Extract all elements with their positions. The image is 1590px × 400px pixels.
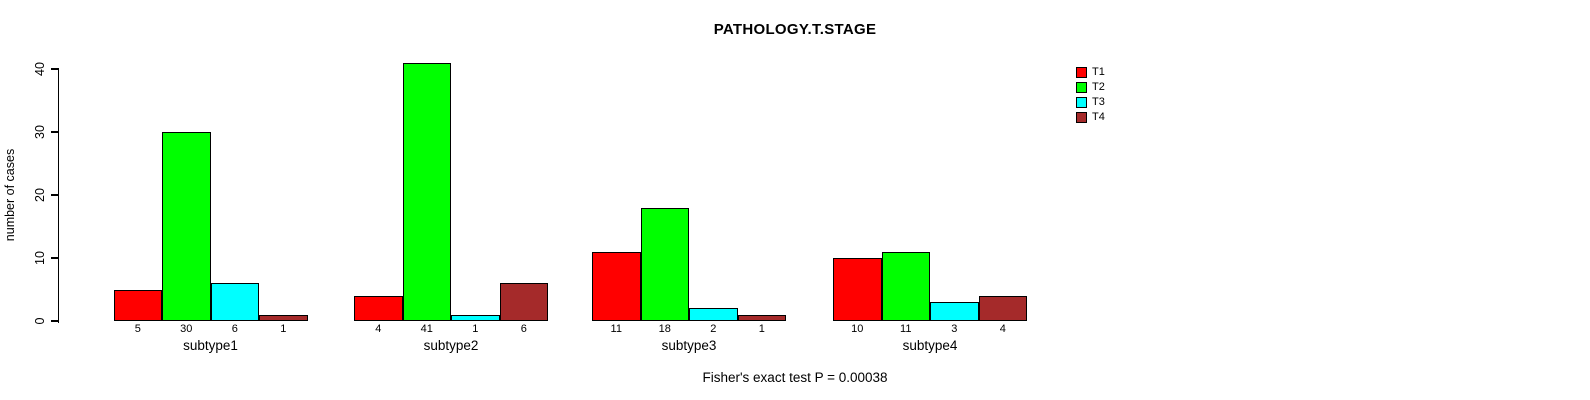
legend-label: T4: [1092, 111, 1105, 123]
bar-subtype2-T3: [451, 314, 500, 321]
footer-pvalue: Fisher's exact test P = 0.00038: [702, 370, 888, 385]
bar-subtype4-T2: [881, 251, 930, 321]
bar-value-label: 18: [658, 323, 671, 335]
x-category-label-subtype3: subtype3: [661, 338, 717, 353]
bar-value-label: 1: [472, 323, 479, 335]
legend-label: T3: [1092, 96, 1105, 108]
legend-label: T1: [1092, 66, 1105, 78]
bar-subtype3-T1: [592, 251, 641, 321]
y-axis-tick-label: 20: [33, 188, 47, 202]
chart-title: PATHOLOGY.T.STAGE: [713, 21, 877, 38]
bar-subtype3-T4: [737, 314, 786, 321]
bar-value-label: 4: [375, 323, 382, 335]
y-axis-tick-label: 10: [33, 251, 47, 265]
bar-value-label: 6: [520, 323, 527, 335]
bar-subtype4-T3: [930, 302, 979, 321]
bar-subtype4-T4: [978, 295, 1027, 321]
legend-label: T2: [1092, 81, 1105, 93]
bar-value-label: 1: [758, 323, 765, 335]
legend-swatch-T3: [1076, 97, 1087, 108]
bar-value-label: 30: [180, 323, 193, 335]
bar-value-label: 1: [280, 323, 287, 335]
legend-swatch-T4: [1076, 112, 1087, 123]
bar-value-label: 3: [951, 323, 958, 335]
y-axis-line: [57, 69, 59, 323]
y-axis-tick: [51, 257, 59, 259]
y-axis-tick: [51, 194, 59, 196]
y-axis-tick-label: 0: [33, 317, 47, 325]
bar-value-label: 10: [851, 323, 864, 335]
bar-subtype2-T2: [402, 62, 451, 321]
bar-subtype2-T1: [354, 295, 403, 321]
bar-subtype1-T4: [259, 314, 308, 321]
y-axis-tick: [51, 320, 59, 322]
legend-item-T2: T2: [1076, 80, 1105, 95]
legend-item-T1: T1: [1076, 65, 1105, 80]
bar-subtype1-T1: [113, 289, 162, 321]
y-axis-tick: [51, 68, 59, 70]
legend-item-T4: T4: [1076, 110, 1105, 125]
x-category-label-subtype2: subtype2: [423, 338, 479, 353]
bar-value-label: 4: [999, 323, 1006, 335]
bar-value-label: 6: [231, 323, 238, 335]
bar-value-label: 41: [420, 323, 433, 335]
x-category-label-subtype4: subtype4: [902, 338, 958, 353]
bar-subtype1-T3: [210, 283, 259, 321]
legend: T1 T2 T3 T4: [1076, 65, 1105, 125]
bar-subtype3-T3: [689, 308, 738, 321]
legend-swatch-T1: [1076, 67, 1087, 78]
bar-value-label: 5: [134, 323, 141, 335]
y-axis-tick: [51, 131, 59, 133]
y-axis-tick-label: 30: [33, 125, 47, 139]
bar-subtype2-T4: [499, 283, 548, 321]
bar-subtype3-T2: [640, 207, 689, 321]
bar-subtype4-T1: [833, 258, 882, 321]
bar-value-label: 11: [900, 323, 912, 335]
legend-swatch-T2: [1076, 82, 1087, 93]
bar-value-label: 11: [610, 323, 622, 335]
bar-subtype1-T2: [162, 132, 211, 321]
bar-value-label: 2: [710, 323, 717, 335]
y-axis-tick-label: 40: [33, 62, 47, 76]
legend-item-T3: T3: [1076, 95, 1105, 110]
x-category-label-subtype1: subtype1: [183, 338, 238, 353]
